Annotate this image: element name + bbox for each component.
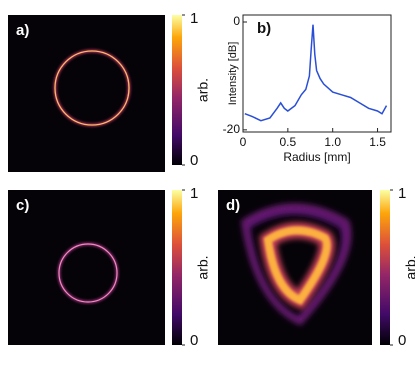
colorbar-label: arb.	[403, 255, 415, 279]
colorbar-label: arb.	[195, 78, 211, 102]
y-axis-label: Intensity [dB]	[227, 42, 239, 106]
colorbar-label: arb.	[195, 255, 211, 279]
panel-label: a)	[16, 22, 29, 39]
data-line	[244, 24, 388, 122]
colorbar-tick-label: 1	[190, 185, 198, 202]
ring	[54, 50, 130, 126]
panel-label: d)	[226, 197, 240, 214]
x-tick-label: 0.5	[280, 135, 297, 149]
y-tick-label: -20	[223, 122, 241, 136]
panel-label: c)	[16, 197, 29, 214]
panel-label: b)	[257, 20, 271, 37]
ring	[58, 243, 118, 303]
fringes	[241, 203, 352, 326]
colorbar-tick-label: 0	[190, 152, 198, 169]
triangle-ring	[263, 226, 331, 305]
x-tick-label: 1.5	[369, 135, 386, 149]
colorbar	[172, 190, 182, 345]
plot-frame	[242, 14, 392, 133]
image-c	[8, 190, 165, 345]
image-a	[8, 15, 165, 172]
y-tick-label: 0	[233, 14, 240, 28]
colorbar-tick-label: 1	[398, 185, 406, 202]
colorbar	[380, 190, 390, 345]
x-tick-label: 0	[240, 135, 247, 149]
colorbar-tick-label: 0	[398, 332, 406, 349]
colorbar-tick-label: 0	[190, 332, 198, 349]
colorbar	[172, 15, 182, 165]
x-axis-label: Radius [mm]	[283, 150, 350, 164]
x-tick-label: 1.0	[324, 135, 341, 149]
colorbar-tick-label: 1	[190, 10, 198, 27]
